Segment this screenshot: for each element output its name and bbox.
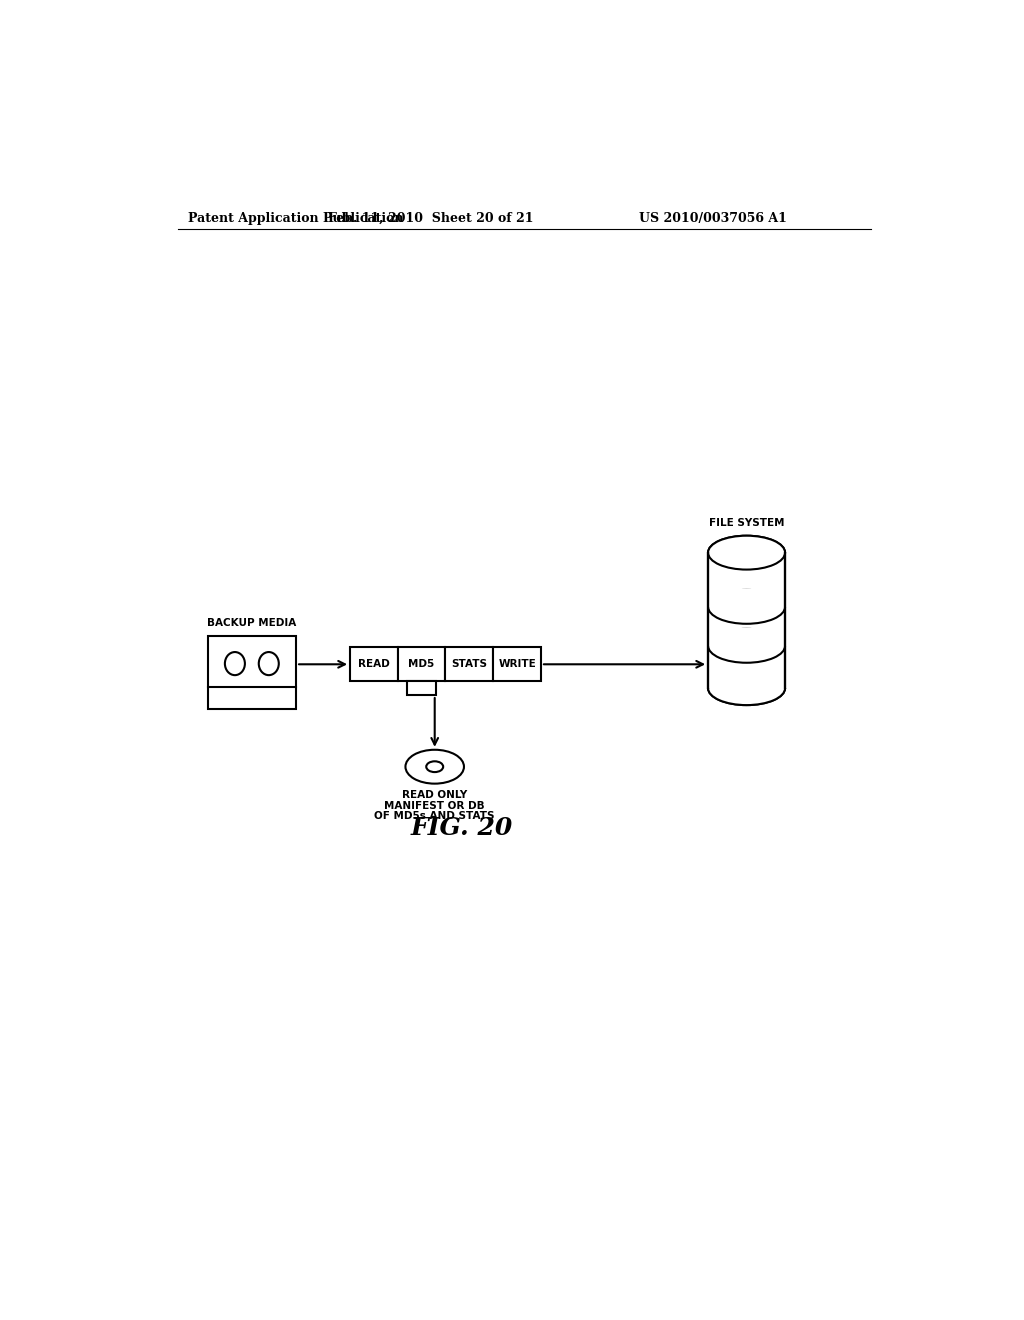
Text: OF MD5s AND STATS: OF MD5s AND STATS xyxy=(375,812,495,821)
Bar xyxy=(407,681,436,696)
Ellipse shape xyxy=(708,536,785,570)
Ellipse shape xyxy=(708,671,785,705)
Bar xyxy=(208,636,296,709)
Bar xyxy=(708,553,785,688)
Ellipse shape xyxy=(708,671,785,705)
Text: FIG. 20: FIG. 20 xyxy=(411,816,513,841)
Text: READ: READ xyxy=(358,659,390,669)
Text: US 2010/0037056 A1: US 2010/0037056 A1 xyxy=(639,213,786,224)
Bar xyxy=(445,647,494,681)
Text: MD5: MD5 xyxy=(409,659,435,669)
Bar xyxy=(707,628,786,645)
Bar xyxy=(397,647,445,681)
Ellipse shape xyxy=(225,652,245,675)
Text: STATS: STATS xyxy=(452,659,487,669)
Ellipse shape xyxy=(259,652,279,675)
Bar xyxy=(707,671,786,688)
Text: BACKUP MEDIA: BACKUP MEDIA xyxy=(207,618,297,628)
Bar xyxy=(707,589,786,607)
Text: Feb. 11, 2010  Sheet 20 of 21: Feb. 11, 2010 Sheet 20 of 21 xyxy=(328,213,534,224)
Text: Patent Application Publication: Patent Application Publication xyxy=(188,213,403,224)
Ellipse shape xyxy=(406,750,464,784)
Ellipse shape xyxy=(426,762,443,772)
Text: MANIFEST OR DB: MANIFEST OR DB xyxy=(384,800,485,810)
Ellipse shape xyxy=(708,536,785,570)
Bar xyxy=(350,647,397,681)
Ellipse shape xyxy=(708,590,785,624)
Text: WRITE: WRITE xyxy=(499,659,536,669)
Ellipse shape xyxy=(708,628,785,663)
Text: READ ONLY: READ ONLY xyxy=(402,789,467,800)
Text: FILE SYSTEM: FILE SYSTEM xyxy=(709,517,784,528)
Bar xyxy=(494,647,541,681)
